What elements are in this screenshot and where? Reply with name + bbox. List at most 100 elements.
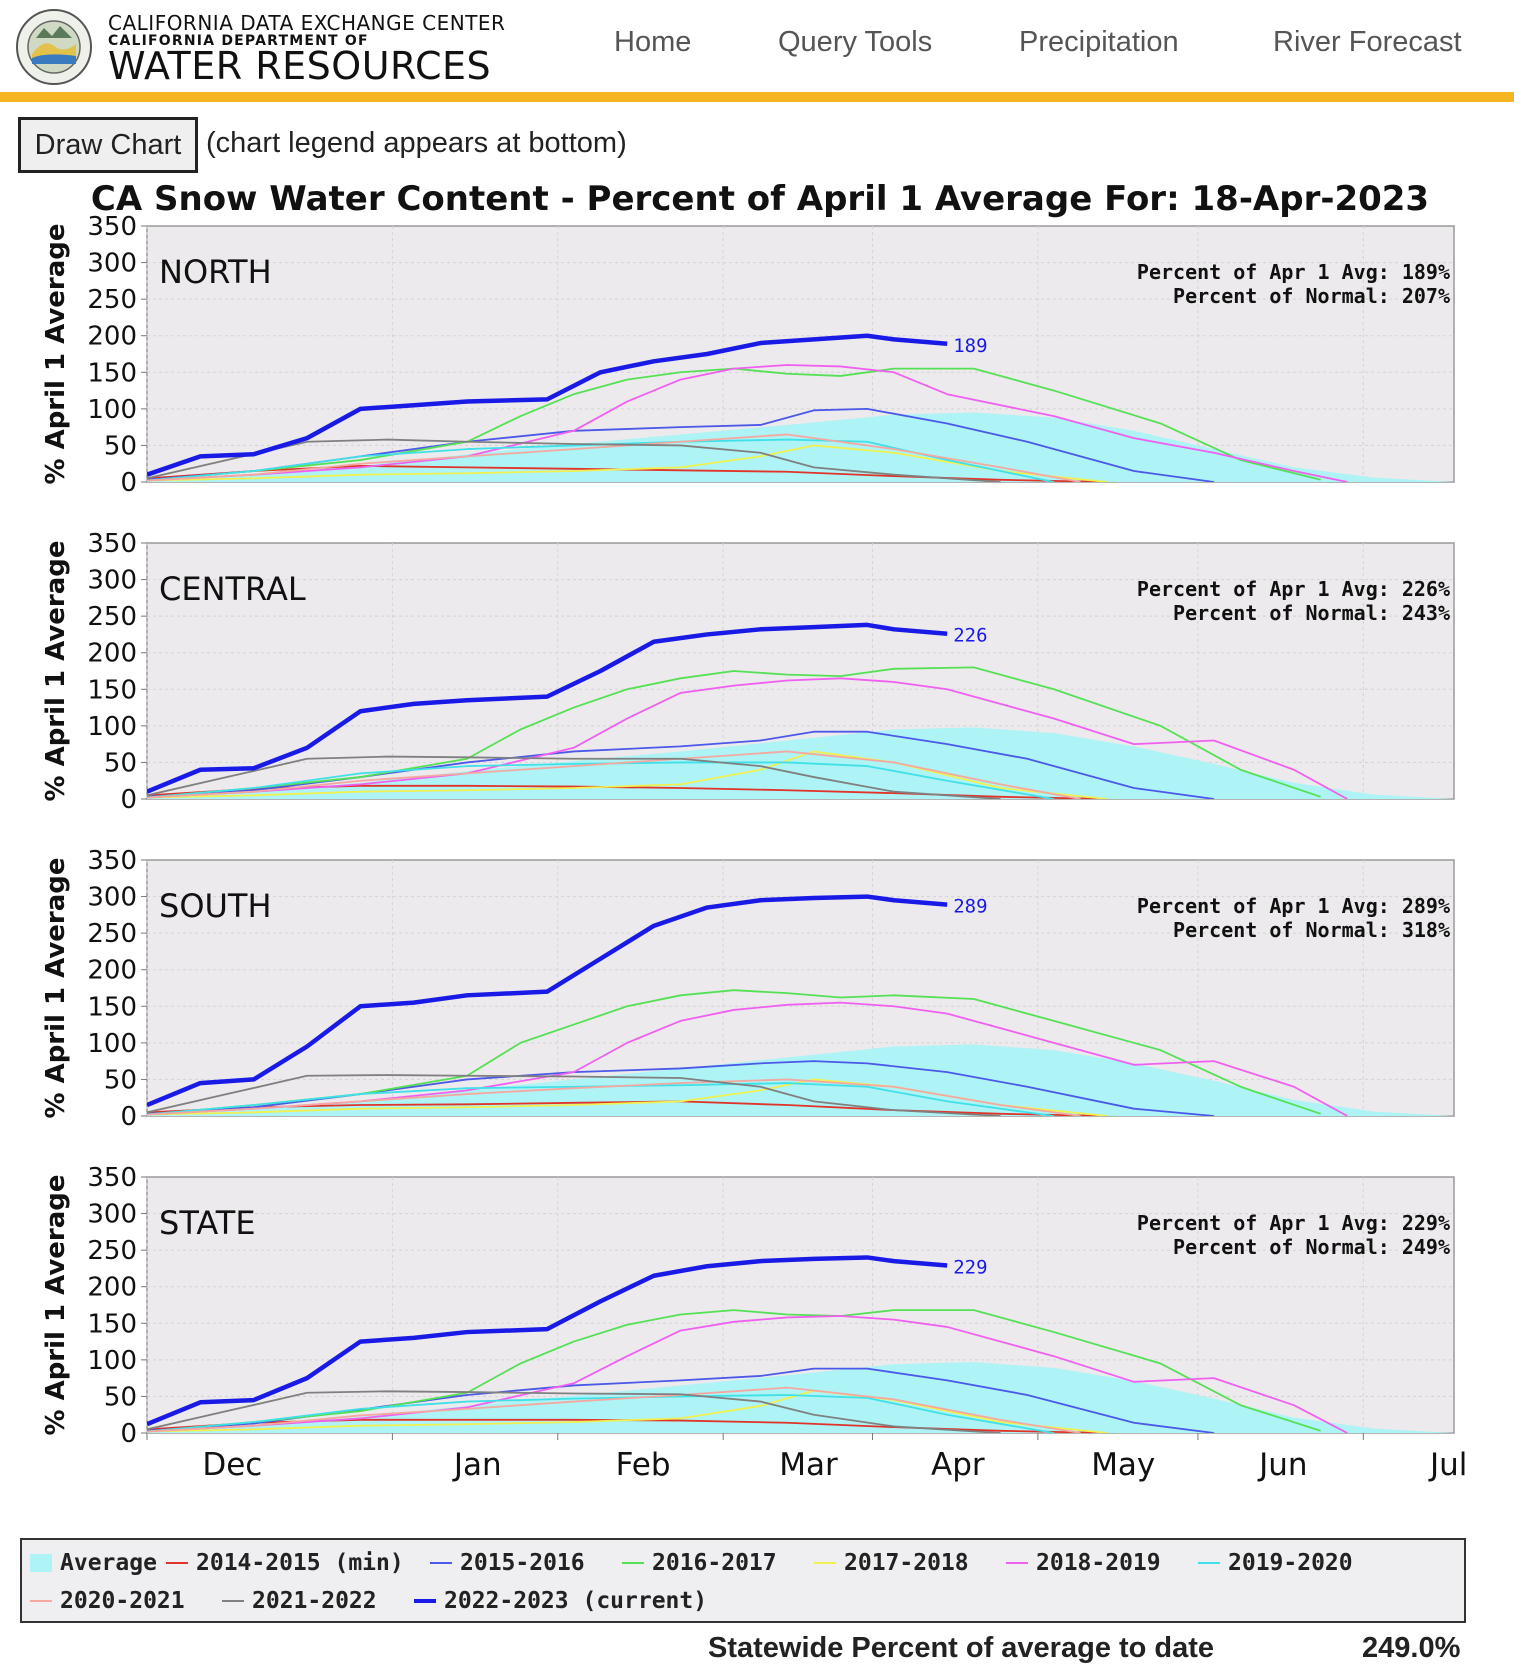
legend-label: 2018-2019 — [1036, 1550, 1161, 1576]
legend-swatch-average — [30, 1554, 52, 1572]
y-tick-label: 200 — [87, 956, 137, 986]
x-tick-label: Jan — [452, 1447, 502, 1483]
series-line-2020-2021 — [147, 1386, 1081, 1433]
brand-line-2: CALIFORNIA DEPARTMENT OF — [108, 33, 369, 49]
series-line-2018-2019 — [147, 364, 1348, 482]
series-group — [147, 894, 1454, 1116]
legend-swatch-2014-2015 — [166, 1562, 188, 1564]
chart-title: CA Snow Water Content - Percent of April… — [91, 179, 1429, 219]
y-tick-label: 200 — [87, 1273, 137, 1303]
legend-swatch-2021-2022 — [222, 1600, 244, 1602]
series-line-2021-2022 — [147, 1390, 1001, 1433]
main-nav: Home Query Tools Precipitation River For… — [0, 26, 1514, 66]
current-value-label: 226 — [953, 625, 987, 647]
y-tick-label: 300 — [87, 1200, 137, 1230]
region-label: SOUTH — [159, 887, 272, 925]
series-line-2018-2019 — [147, 677, 1348, 799]
series-line-2022-2023-current — [147, 622, 948, 794]
y-tick-label: 100 — [87, 1346, 137, 1376]
series-line-2016-2017 — [147, 666, 1321, 799]
x-tick-label: Jul — [1428, 1447, 1467, 1483]
chart-panel-north: 0 50 100 150 200 250 300 350 % April 1 Average NO… — [41, 212, 1455, 498]
y-tick-label: 350 — [87, 1163, 137, 1193]
y-tick-label: 350 — [87, 212, 137, 242]
statewide-percent-label: Statewide Percent of average to date — [708, 1632, 1215, 1664]
legend-swatch-2017-2018 — [814, 1562, 836, 1564]
x-tick-label: Apr — [931, 1447, 985, 1483]
legend-swatch-2022-2023 — [414, 1599, 436, 1603]
series-line-2014-2015-min — [147, 1100, 1108, 1116]
y-tick-label: 150 — [87, 358, 137, 388]
y-tick-label: 50 — [104, 748, 137, 778]
draw-chart-button[interactable]: Draw Chart — [18, 117, 198, 173]
pct-apr1-avg-stat: Percent of Apr 1 Avg: 289% — [1137, 894, 1450, 918]
series-group — [147, 622, 1454, 799]
legend-item-2016-2017: 2016-2017 — [622, 1550, 777, 1576]
y-tick-label: 250 — [87, 919, 137, 949]
nav-home[interactable]: Home — [614, 26, 692, 58]
y-tick-label: 350 — [87, 846, 137, 876]
y-tick-label: 200 — [87, 322, 137, 352]
chart-panel-state: 0 50 100 150 200 250 300 350 % April 1 Average ST… — [41, 1163, 1455, 1449]
legend-item-2014-2015: 2014-2015 (min) — [166, 1550, 404, 1576]
y-tick-label: 250 — [87, 1236, 137, 1266]
pct-normal-stat: Percent of Normal: 207% — [1173, 284, 1450, 308]
x-tick-label: Jun — [1257, 1447, 1307, 1483]
y-tick-label: 50 — [104, 1065, 137, 1095]
nav-precipitation[interactable]: Precipitation — [1019, 26, 1179, 58]
x-tick-label: Mar — [779, 1447, 838, 1483]
series-line-2021-2022 — [147, 1074, 1001, 1116]
current-value-label: 189 — [953, 335, 987, 357]
region-label: NORTH — [159, 253, 272, 291]
x-tick-label: May — [1091, 1447, 1155, 1483]
y-tick-label: 300 — [87, 249, 137, 279]
legend-swatch-2020-2021 — [30, 1600, 52, 1602]
y-tick-label: 0 — [120, 468, 137, 498]
site-brand[interactable]: CALIFORNIA DATA EXCHANGE CENTER CALIFORN… — [108, 12, 505, 86]
site-header: CALIFORNIA DATA EXCHANGE CENTER CALIFORN… — [0, 0, 1514, 92]
chart-legend: Average 2014-2015 (min) 2015-2016 2016-2… — [20, 1538, 1466, 1623]
brand-line-1: CALIFORNIA DATA EXCHANGE CENTER — [108, 11, 506, 35]
pct-apr1-avg-stat: Percent of Apr 1 Avg: 226% — [1137, 577, 1450, 601]
legend-item-2021-2022: 2021-2022 — [222, 1588, 377, 1614]
y-tick-label: 100 — [87, 1029, 137, 1059]
nav-river-forecast[interactable]: River Forecast — [1273, 26, 1462, 58]
y-tick-label: 100 — [87, 395, 137, 425]
legend-item-2015-2016: 2015-2016 — [430, 1550, 585, 1576]
y-axis-label: % April 1 Average — [41, 857, 71, 1118]
legend-label: Average — [60, 1550, 157, 1576]
chart-panel-south: 0 50 100 150 200 250 300 350 % April 1 Average SO… — [41, 846, 1455, 1132]
legend-swatch-2016-2017 — [622, 1562, 644, 1564]
pct-apr1-avg-stat: Percent of Apr 1 Avg: 189% — [1137, 260, 1450, 284]
region-label: STATE — [159, 1204, 256, 1242]
y-tick-label: 50 — [104, 431, 137, 461]
brand-line-3: WATER RESOURCES — [108, 44, 492, 88]
series-area-average — [147, 1362, 1454, 1433]
y-tick-label: 350 — [87, 529, 137, 559]
legend-label: 2015-2016 — [460, 1550, 585, 1576]
legend-label: 2019-2020 — [1228, 1550, 1353, 1576]
y-tick-label: 250 — [87, 285, 137, 315]
y-axis-label: % April 1 Average — [41, 1174, 71, 1435]
legend-item-2019-2020: 2019-2020 — [1198, 1550, 1353, 1576]
y-tick-label: 0 — [120, 1419, 137, 1449]
series-line-2017-2018 — [147, 1389, 1108, 1433]
y-tick-label: 0 — [120, 1102, 137, 1132]
nav-query-tools[interactable]: Query Tools — [778, 26, 933, 58]
legend-item-2022-2023: 2022-2023 (current) — [414, 1588, 707, 1614]
header-accent-bar — [0, 92, 1514, 102]
dwr-seal-logo[interactable] — [6, 8, 102, 86]
pct-normal-stat: Percent of Normal: 249% — [1173, 1235, 1450, 1259]
legend-item-average: Average — [30, 1550, 157, 1576]
series-line-2017-2018 — [147, 750, 1108, 799]
region-label: CENTRAL — [159, 570, 306, 608]
series-line-2020-2021 — [147, 750, 1081, 799]
series-line-2020-2021 — [147, 1078, 1081, 1116]
series-group — [147, 1255, 1454, 1433]
chart-panel-central: 0 50 100 150 200 250 300 350 % April 1 Average CE… — [41, 529, 1455, 815]
series-line-2022-2023-current — [147, 333, 948, 477]
series-line-2022-2023-current — [147, 894, 948, 1108]
legend-swatch-2019-2020 — [1198, 1562, 1220, 1564]
y-tick-label: 200 — [87, 639, 137, 669]
legend-label: 2016-2017 — [652, 1550, 777, 1576]
